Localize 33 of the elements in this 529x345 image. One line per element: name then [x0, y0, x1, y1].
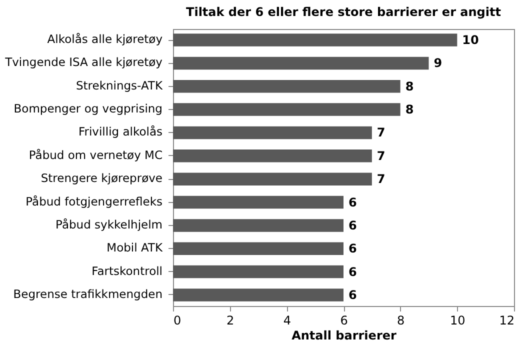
y-tick-label: Strengere kjøreprøve [40, 171, 162, 186]
data-label: 9 [434, 56, 442, 70]
x-tick-label: 8 [397, 314, 405, 328]
x-tick-label: 6 [340, 314, 348, 328]
y-tick-label: Begrense trafikkmengden [13, 286, 162, 301]
y-tick-label: Påbud fotgjengerrefleks [26, 194, 162, 208]
y-tick-label: Bompenger og vegprising [14, 102, 162, 116]
y-tick-label: Alkolås alle kjøretøy [47, 32, 163, 46]
y-tick-label: Frivillig alkolås [78, 124, 162, 139]
data-label: 6 [348, 195, 357, 210]
y-tick-label: Tvingende ISA alle kjøretøy [4, 55, 163, 70]
x-tick-label: 12 [499, 314, 514, 328]
data-label: 6 [348, 242, 357, 256]
x-tick-label: 4 [283, 314, 291, 328]
data-label: 10 [462, 33, 479, 48]
y-tick-label: Mobil ATK [106, 240, 163, 255]
data-label: 8 [405, 102, 414, 117]
y-tick-label: Streknings-ATK [76, 78, 163, 92]
data-label: 7 [376, 126, 386, 140]
x-axis-title: Antall barrierer [292, 328, 396, 342]
x-tick-label: 2 [226, 314, 234, 328]
data-label: 8 [405, 79, 414, 94]
data-label: 7 [376, 148, 386, 163]
y-tick-label: Påbud sykkelhjelm [56, 217, 162, 232]
y-tick-label: Påbud om vernetøy MC [28, 148, 162, 162]
data-label: 6 [348, 288, 357, 302]
data-label: 6 [348, 264, 357, 279]
chart-title: Tiltak der 6 eller flere store barrierer er angitt [186, 5, 502, 19]
x-tick-label: 0 [174, 314, 182, 328]
data-label: 6 [348, 218, 357, 232]
x-tick-label: 10 [450, 314, 466, 328]
y-tick-label: Fartskontroll [92, 264, 162, 278]
data-label: 7 [376, 172, 386, 186]
